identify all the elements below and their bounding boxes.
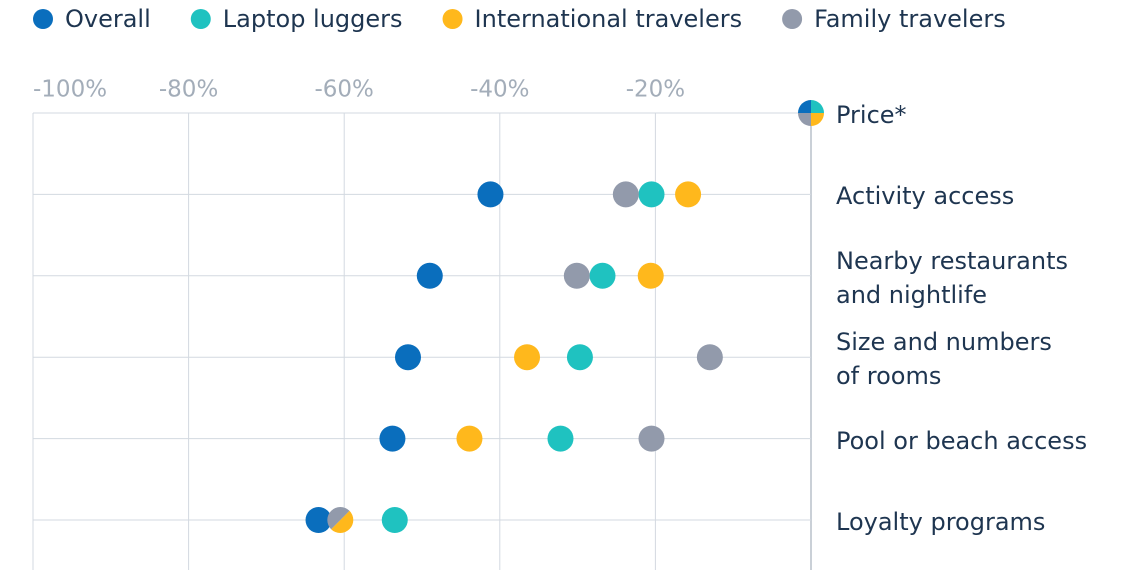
x-tick-label: -100% — [33, 77, 107, 103]
dot — [638, 181, 665, 208]
category-label: Loyalty programs — [836, 508, 1046, 536]
x-tick-label: -80% — [159, 77, 218, 103]
dot-sector — [331, 510, 354, 533]
legend-marker — [190, 9, 211, 29]
category-label: Price* — [836, 101, 907, 129]
dot — [305, 507, 332, 533]
dot-sector — [327, 507, 350, 530]
dot-sector — [798, 100, 811, 113]
dot — [394, 344, 421, 371]
category-label: Nearby restaurants and nightlife — [836, 246, 1068, 309]
legend-label: Family travelers — [814, 5, 1006, 33]
dot — [477, 181, 504, 208]
dot — [696, 344, 723, 371]
dot — [612, 181, 639, 208]
dot-sector — [811, 113, 824, 126]
legend-marker — [782, 9, 803, 29]
dot — [381, 507, 408, 533]
legend-label: Overall — [65, 5, 151, 33]
dot — [566, 344, 593, 371]
dot-sector — [811, 100, 824, 113]
dot — [638, 425, 665, 452]
category-label: Pool or beach access — [836, 426, 1088, 455]
dot — [547, 425, 574, 452]
dot — [675, 181, 702, 208]
legend-label: International travelers — [475, 5, 743, 33]
x-tick-label: -40% — [470, 77, 529, 103]
category-label: Size and numbers of rooms — [836, 328, 1052, 391]
legend-marker — [442, 9, 463, 29]
dot — [456, 425, 483, 452]
category-label: Activity access — [836, 182, 1015, 211]
dot — [379, 425, 406, 452]
dot — [514, 344, 541, 371]
legend-label: Laptop luggers — [223, 5, 403, 33]
dot — [637, 262, 664, 289]
x-tick-label: -60% — [314, 77, 373, 103]
dot-sector — [798, 113, 811, 126]
dot — [589, 262, 616, 289]
dot — [563, 262, 590, 289]
legend-marker — [33, 9, 53, 29]
x-tick-label: -20% — [626, 77, 685, 103]
dot — [416, 262, 443, 289]
